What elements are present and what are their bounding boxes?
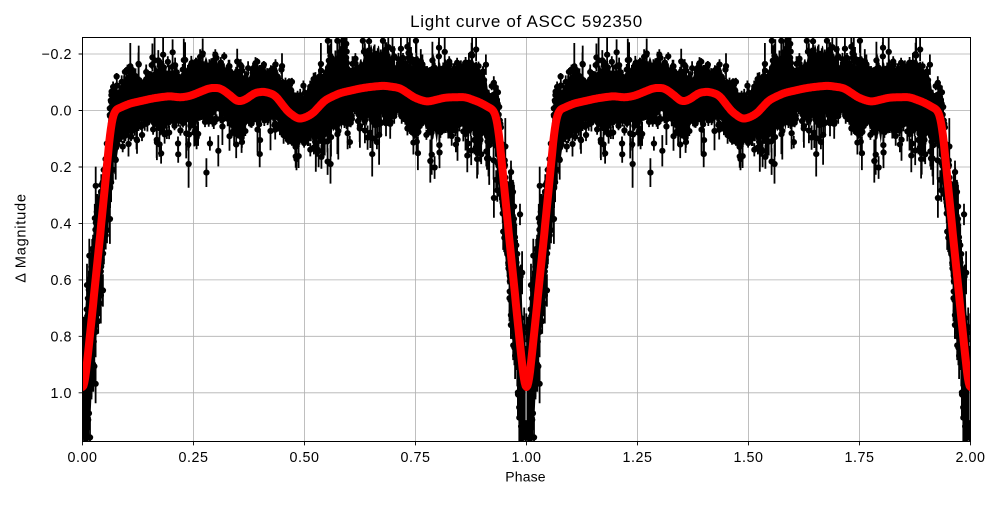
- svg-text:0.75: 0.75: [400, 450, 430, 466]
- svg-text:0.00: 0.00: [67, 450, 97, 466]
- svg-text:Phase: Phase: [505, 469, 546, 485]
- svg-text:0.2: 0.2: [50, 160, 72, 176]
- svg-text:0.25: 0.25: [178, 450, 208, 466]
- svg-text:0.6: 0.6: [50, 273, 72, 289]
- svg-text:Δ Magnitude: Δ Magnitude: [14, 193, 30, 282]
- svg-text:−0.2: −0.2: [42, 47, 72, 63]
- svg-text:1.75: 1.75: [844, 450, 874, 466]
- svg-text:1.0: 1.0: [50, 386, 72, 402]
- svg-text:1.00: 1.00: [511, 450, 541, 466]
- svg-text:Light curve of ASCC 592350: Light curve of ASCC 592350: [410, 12, 643, 31]
- svg-text:0.8: 0.8: [50, 329, 72, 345]
- svg-text:0.50: 0.50: [289, 450, 319, 466]
- svg-text:0.4: 0.4: [50, 216, 72, 232]
- svg-text:0.0: 0.0: [50, 104, 72, 120]
- svg-text:2.00: 2.00: [955, 450, 985, 466]
- svg-text:1.25: 1.25: [622, 450, 652, 466]
- svg-text:1.50: 1.50: [733, 450, 763, 466]
